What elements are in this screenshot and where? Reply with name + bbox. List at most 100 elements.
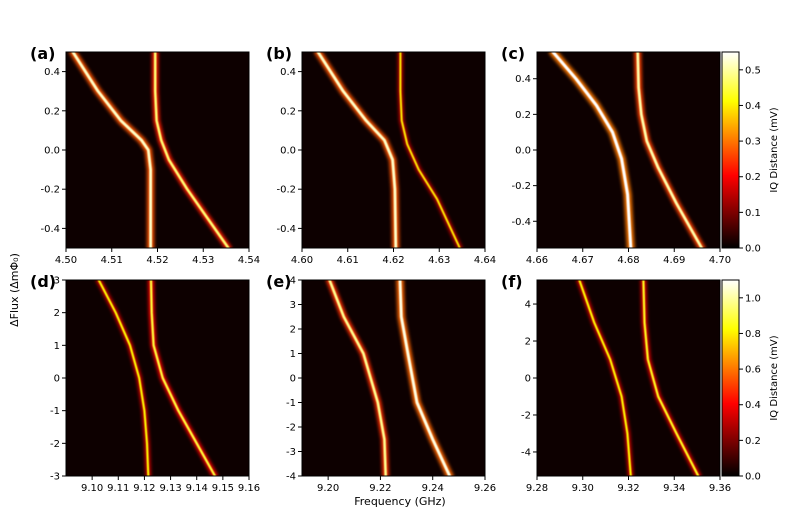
resonance-trace-1 — [551, 52, 633, 248]
y-tick-label: 0.4 — [44, 67, 60, 78]
y-tick-label: 2 — [290, 325, 296, 336]
resonance-trace-2 — [149, 280, 217, 476]
y-tick-label: -0.4 — [276, 224, 296, 235]
x-tick-label: 9.20 — [317, 483, 339, 494]
y-tick-label: 4 — [290, 276, 296, 287]
y-tick-label: 0.0 — [280, 146, 296, 157]
resonance-trace-2 — [399, 52, 461, 248]
resonance-trace-2 — [153, 52, 230, 248]
y-tick-label: -0.2 — [276, 185, 296, 196]
x-tick-label: 4.70 — [709, 255, 731, 266]
y-tick-label: -0.4 — [40, 224, 60, 235]
x-tick-label: 4.50 — [55, 255, 77, 266]
heatmap-background — [66, 280, 249, 476]
x-tick-label: 9.34 — [663, 483, 685, 494]
y-tick-label: 0.2 — [515, 110, 531, 121]
x-tick-label: 9.13 — [159, 483, 181, 494]
y-tick-label: 3 — [290, 300, 296, 311]
panel-label: (a) — [30, 44, 55, 63]
colorbar-tick-label: 0.2 — [745, 436, 761, 447]
y-tick-label: -0.4 — [511, 217, 531, 228]
x-tick-label: 4.62 — [382, 255, 404, 266]
y-tick-label: -3 — [286, 447, 296, 458]
colorbar-2: 0.0 0.2 0.4 0.6 0.8 1.0 IQ Distance (mV) — [721, 279, 780, 483]
x-tick-label: 4.61 — [337, 255, 359, 266]
x-tick-label: 9.16 — [238, 483, 260, 494]
y-tick-label: 0 — [54, 374, 60, 385]
resonance-trace-2 — [398, 280, 452, 476]
colorbar-tick-label: 0.4 — [745, 400, 761, 411]
colorbar-tick-label: 0.4 — [745, 101, 761, 112]
y-tick-label: 2 — [525, 337, 531, 348]
colorbar-tick-label: 1.0 — [745, 293, 761, 304]
y-tick-label: -0.2 — [40, 185, 60, 196]
resonance-trace-2 — [642, 280, 700, 476]
colorbar-tick-label: 0.6 — [745, 365, 761, 376]
panel-label: (f) — [501, 272, 523, 291]
colorbar-tick-label: 0.0 — [745, 472, 761, 483]
x-tick-label: 9.24 — [422, 483, 444, 494]
y-tick-label: -4 — [286, 472, 296, 483]
x-tick-label: 9.28 — [526, 483, 548, 494]
resonance-trace-1 — [71, 52, 152, 248]
x-tick-label: 4.51 — [101, 255, 123, 266]
heatmap-panel-2: 4.60 4.61 4.62 4.63 4.64 0.4 0.2 0.0 -0.2 -0.4 (b) — [266, 44, 496, 266]
y-tick-label: -1 — [286, 398, 296, 409]
y-tick-label: 0.0 — [515, 146, 531, 157]
x-tick-label: 4.68 — [617, 255, 639, 266]
x-tick-label: 9.10 — [81, 483, 103, 494]
x-tick-label: 9.30 — [572, 483, 594, 494]
heatmap-panel-5: 9.20 9.22 9.24 9.26 4 3 2 1 0 -1 -2 -3 -4 (e) — [266, 272, 496, 494]
colorbar-tick-label: 0.0 — [745, 244, 761, 255]
x-tick-label: 4.67 — [572, 255, 594, 266]
panel-label: (d) — [30, 272, 56, 291]
x-tick-label: 4.53 — [192, 255, 214, 266]
colorbar-gradient — [721, 279, 740, 477]
y-tick-label: 0 — [525, 374, 531, 385]
y-tick-label: 3 — [54, 276, 60, 287]
x-tick-label: 9.36 — [709, 483, 731, 494]
y-tick-label: 1 — [54, 341, 60, 352]
colorbar-tick-label: 0.5 — [745, 65, 761, 76]
y-tick-label: -3 — [50, 472, 60, 483]
y-tick-label: 0.2 — [280, 106, 296, 117]
y-tick-label: -1 — [50, 406, 60, 417]
x-tick-label: 9.32 — [617, 483, 639, 494]
colorbar-tick-label: 0.2 — [745, 172, 761, 183]
colorbar-1: 0.0 0.1 0.2 0.3 0.4 0.5 IQ Distance (mV) — [721, 51, 780, 255]
y-tick-label: 4 — [525, 300, 531, 311]
heatmap-panel-1: 4.50 4.51 4.52 4.53 4.54 0.4 0.2 0.0 -0.2 -0.4 (a) — [30, 44, 260, 266]
colorbar-gradient — [721, 51, 740, 249]
x-tick-label: 9.26 — [474, 483, 496, 494]
y-tick-label: -2 — [521, 410, 531, 421]
colorbar-tick-label: 0.3 — [745, 137, 761, 148]
y-tick-label: 0 — [290, 374, 296, 385]
x-tick-label: 4.63 — [428, 255, 450, 266]
x-tick-label: 9.22 — [369, 483, 391, 494]
panel-label: (e) — [266, 272, 291, 291]
resonance-trace-2 — [636, 52, 704, 248]
x-tick-label: 4.54 — [238, 255, 260, 266]
y-tick-label: 0.2 — [44, 106, 60, 117]
resonance-trace-1 — [578, 280, 632, 476]
colorbar-tick-label: 0.8 — [745, 329, 761, 340]
y-tick-label: 1 — [290, 349, 296, 360]
y-tick-label: -2 — [286, 423, 296, 434]
heatmap-background — [302, 280, 485, 476]
y-tick-label: 2 — [54, 308, 60, 319]
y-tick-label: -0.2 — [511, 181, 531, 192]
heatmap-panel-3: 4.66 4.67 4.68 4.69 4.70 0.4 0.2 0.0 -0.2 -0.4 (c) — [501, 44, 731, 266]
x-tick-label: 9.11 — [107, 483, 129, 494]
resonance-trace-1 — [316, 52, 398, 248]
resonance-trace-1 — [328, 280, 387, 476]
y-tick-label: 0.0 — [44, 146, 60, 157]
colorbar-label: IQ Distance (mV) — [769, 107, 780, 192]
panel-label: (b) — [266, 44, 292, 63]
x-tick-label: 4.66 — [526, 255, 548, 266]
y-tick-label: -4 — [521, 447, 531, 458]
heatmap-panel-6: 9.28 9.30 9.32 9.34 9.36 4 2 0 -2 -4 (f) — [501, 272, 731, 494]
y-tick-label: 0.4 — [515, 74, 531, 85]
x-tick-label: 9.12 — [133, 483, 155, 494]
x-axis-label: Frequency (GHz) — [354, 495, 445, 508]
x-tick-label: 4.52 — [146, 255, 168, 266]
